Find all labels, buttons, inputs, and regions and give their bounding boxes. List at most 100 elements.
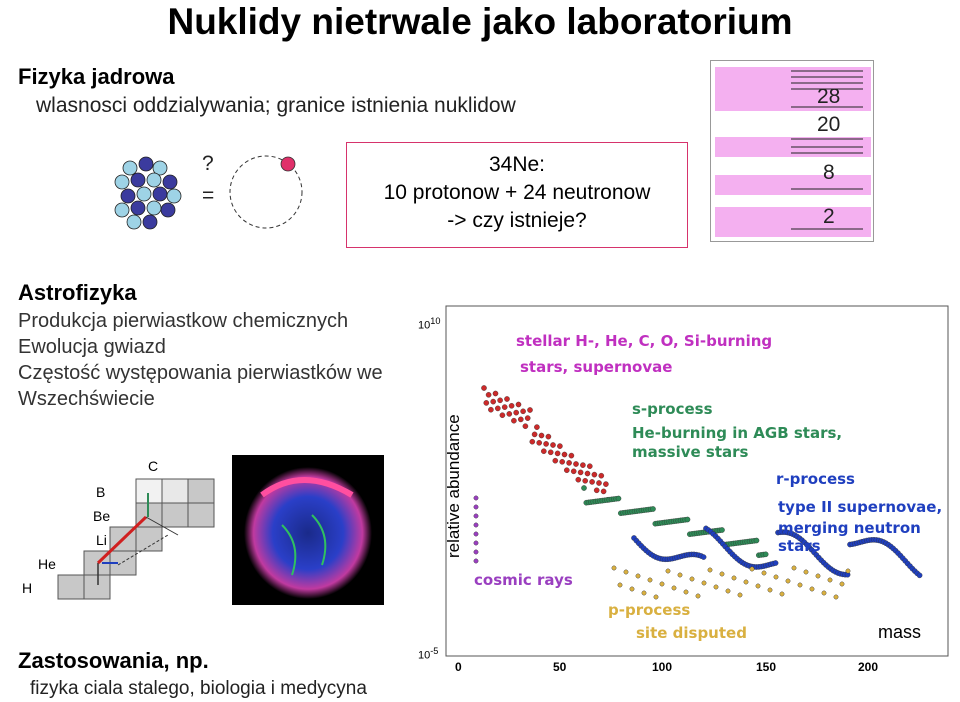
abundance-point — [483, 400, 490, 406]
abundance-point — [600, 488, 607, 495]
abundance-point — [845, 568, 851, 574]
x-tick-100: 100 — [652, 660, 673, 674]
label-merging: merging neutron stars — [778, 519, 921, 555]
abundance-point — [508, 403, 515, 409]
abundance-point — [473, 522, 479, 528]
abundance-point — [725, 588, 731, 594]
abundance-point — [584, 470, 591, 477]
x-axis-label: mass — [878, 622, 922, 642]
abundance-point — [683, 589, 689, 595]
abundance-point — [495, 405, 501, 412]
abundance-point — [772, 560, 779, 566]
abundance-point — [557, 443, 563, 449]
label-heburning: He-burning in AGB stars, — [632, 424, 843, 442]
astro-line-1: Produkcja pierwiastkow chemicznych — [18, 310, 349, 332]
abundance-point — [563, 467, 570, 473]
abundance-point — [531, 431, 538, 438]
abundance-point — [821, 590, 827, 596]
abundance-point — [550, 442, 556, 448]
shell-number-2: 2 — [823, 205, 835, 228]
abundance-point — [650, 506, 656, 512]
abundance-point — [731, 575, 737, 581]
supernova-remnant-image — [232, 455, 384, 605]
abundance-point — [641, 590, 647, 596]
abundance-point — [501, 404, 508, 410]
shell-number-28: 28 — [817, 85, 841, 108]
abundance-point — [753, 537, 760, 544]
abundance-point — [653, 594, 659, 600]
label-sprocess: s-process — [632, 400, 713, 418]
abundance-point — [647, 577, 653, 583]
abundance-point — [779, 591, 785, 597]
element-b: B — [96, 484, 106, 500]
abundance-point — [815, 573, 821, 579]
abundance-point — [492, 390, 499, 397]
abundance-point — [617, 582, 623, 588]
abundance-point — [538, 432, 545, 439]
x-tick-0: 0 — [455, 660, 462, 674]
shell-number-20: 20 — [817, 113, 841, 136]
abundance-point — [568, 452, 575, 459]
abundance-point — [743, 579, 749, 585]
shell-number-8: 8 — [823, 161, 835, 184]
abundance-point — [504, 396, 510, 402]
abundance-point — [629, 586, 635, 592]
abundance-point — [473, 549, 479, 555]
abundance-point — [665, 568, 671, 574]
abundance-point — [511, 417, 517, 424]
abundance-point — [488, 406, 494, 413]
abundance-point — [481, 385, 487, 391]
abundance-point — [749, 566, 755, 572]
abundance-point — [490, 398, 496, 405]
abundance-point — [561, 451, 568, 458]
box-line-2: -> czy istnieje? — [447, 209, 587, 232]
label-stars: stars, supernovae — [520, 358, 673, 376]
abundance-point — [506, 411, 513, 417]
abundance-point — [473, 504, 479, 510]
abundance-point — [737, 592, 743, 598]
abundance-point — [707, 567, 713, 573]
abundance-point — [785, 578, 791, 584]
astro-text: Produkcja pierwiastkow chemicznych Ewolu… — [18, 308, 383, 412]
abundance-point — [791, 565, 797, 571]
y-top-tick: 1010 — [418, 316, 441, 332]
abundance-point — [916, 572, 923, 579]
abundance-point — [611, 565, 617, 571]
page-title: Nuklidy nietrwale jako laboratorium — [167, 1, 793, 42]
element-li: Li — [96, 532, 107, 548]
abundance-point — [701, 580, 707, 586]
astro-line-4: Wszechświecie — [18, 388, 155, 410]
abundance-point — [635, 573, 641, 579]
abundance-point — [518, 416, 524, 423]
abundance-point — [719, 571, 725, 577]
label-stellar: stellar H-, He, C, O, Si-burning — [516, 332, 773, 350]
neon-34-box: 34Ne: 10 protonow + 24 neutronow -> czy … — [346, 142, 688, 248]
abundance-point — [623, 569, 629, 575]
abundance-point — [527, 407, 533, 413]
element-he: He — [38, 556, 56, 572]
abundance-point — [589, 479, 595, 485]
abundance-point — [767, 587, 773, 593]
label-type2: type II supernovae, — [778, 498, 943, 516]
abundance-point — [603, 481, 609, 487]
label-pprocess: p-process — [608, 601, 691, 619]
abundance-point — [755, 583, 761, 589]
abundance-point — [797, 582, 803, 588]
abundance-point — [522, 423, 529, 429]
box-line-1: 10 protonow + 24 neutronow — [383, 181, 651, 204]
abundance-point — [677, 572, 683, 578]
abundance-point — [570, 468, 577, 475]
abundance-point — [803, 569, 809, 575]
y-axis-label: relative abundance — [444, 414, 463, 558]
abundance-point — [809, 586, 815, 592]
abundance-point — [689, 576, 695, 582]
nuclide-path-diagram — [57, 478, 215, 600]
abundance-point — [536, 439, 542, 446]
astro-line-3: Częstość występowania pierwiastków we — [18, 362, 383, 384]
x-tick-200: 200 — [858, 660, 879, 674]
abundance-point — [615, 495, 622, 502]
x-tick-150: 150 — [756, 660, 777, 674]
abundance-point — [586, 463, 593, 469]
applications-line: fizyka ciala stalego, biologia i medycyn… — [30, 678, 367, 699]
abundance-point — [534, 424, 540, 430]
